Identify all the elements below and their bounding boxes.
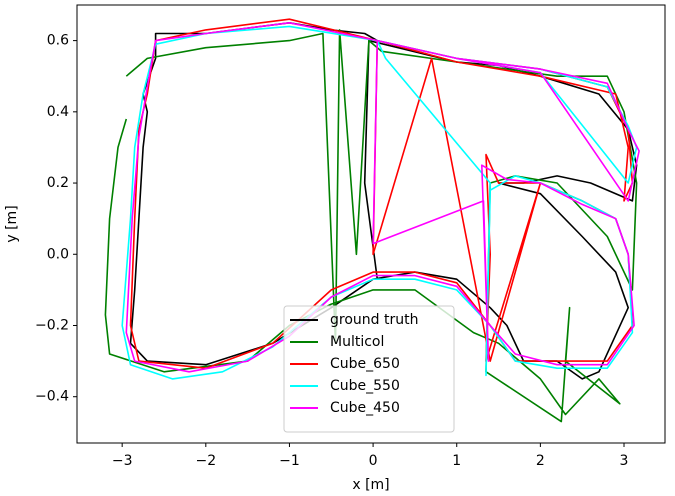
legend-label: Cube_550 [330,378,400,394]
x-tick-label: −2 [195,453,216,469]
legend-label: ground truth [330,312,418,328]
x-tick-label: −1 [279,453,300,469]
legend-box [283,305,455,433]
x-tick-label: 1 [452,453,461,469]
y-tick-label: 0.4 [47,104,69,120]
y-axis-label: y [m] [4,205,20,242]
legend-label: Cube_650 [330,356,400,372]
x-tick-label: 2 [536,453,545,469]
y-tick-label: −0.4 [35,389,69,405]
x-tick-label: 3 [620,453,629,469]
series-line [125,22,640,373]
y-tick-label: 0.6 [47,33,69,49]
legend-label: Multicol [330,334,384,350]
y-tick-label: 0.0 [47,246,69,262]
series-line [121,25,638,380]
plot-area [104,18,640,423]
y-tick-label: −0.2 [35,317,69,333]
x-tick-label: −3 [112,453,133,469]
legend-label: Cube_450 [330,400,400,416]
x-axis-label: x [m] [352,477,389,493]
plot-frame [76,4,666,444]
x-tick-label: 0 [369,453,378,469]
y-tick-label: 0.2 [47,175,69,191]
legend: ground truth Multicol Cube_650 Cube_550 Cube… [283,305,455,433]
series-line [129,18,634,369]
